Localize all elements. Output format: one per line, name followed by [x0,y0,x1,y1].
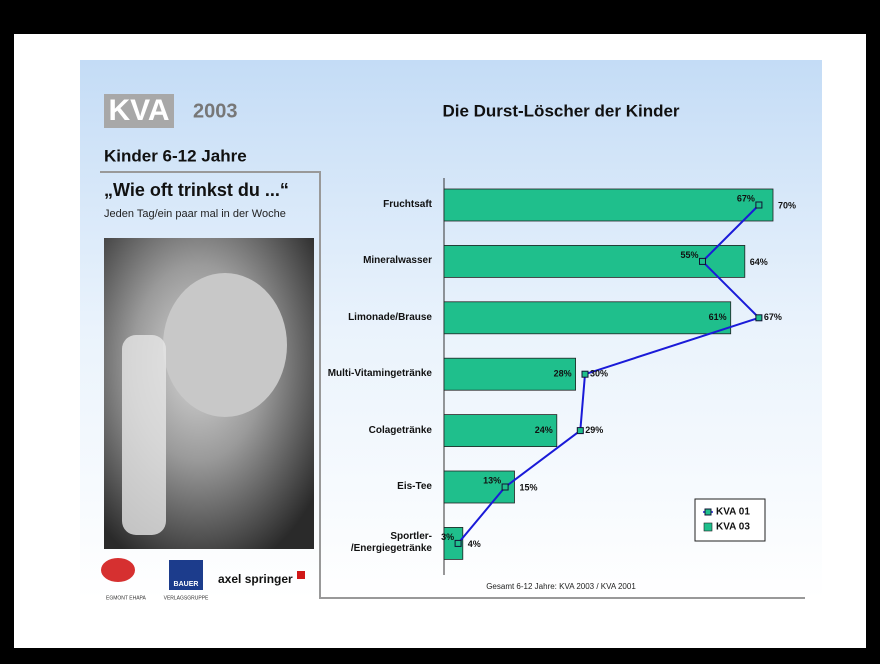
question: „Wie oft trinkst du ...“ [104,180,289,200]
frame-line [100,171,805,599]
logo-box [104,94,174,128]
legend-box [694,498,766,542]
logo-bauer-text: BAUER [174,581,199,588]
bar [443,527,464,560]
category-label: Limonade/Brause [348,311,432,323]
line-marker [501,483,509,491]
legend-label: KVA 03 [716,522,750,533]
year: 2003 [193,100,238,122]
bar-label: 24% [535,425,553,435]
bar [443,188,774,222]
logo-bauer-sub: VERLAGSGRUPPE [164,595,209,601]
bar [443,414,558,448]
logo-egmont-text: EGMONT EHAPA [106,595,146,601]
bar-label: 28% [554,369,572,379]
line-label: 13% [483,475,501,485]
question-note: Jeden Tag/ein paar mal in der Woche [104,208,286,220]
logo-bauer [169,560,203,590]
line-marker [576,427,584,435]
line-marker [581,370,589,378]
line-label: 67% [737,193,755,203]
bar [443,301,732,335]
chart-title: Die Durst-Löscher der Kinder [442,101,679,120]
category-label: Multi-Vitamingetränke [327,368,432,380]
category-label: Fruchtsaft [383,199,432,210]
bar [443,357,577,391]
category-label: Sportler- /Energiegetränke [350,531,432,555]
line-label: 30% [590,369,608,379]
bar-label: 15% [520,482,538,492]
line-marker [755,201,763,209]
legend-marker [704,508,712,516]
logo-egmont [101,558,135,582]
legend-label: KVA 01 [716,507,750,518]
category-label: Eis-Tee [397,481,432,492]
line-marker [699,257,706,265]
photo-face [163,273,287,417]
subtitle: Kinder 6-12 Jahre [104,146,247,165]
chart-note: Gesamt 6-12 Jahre: KVA 2003 / KVA 2001 [486,582,636,591]
logo-springer-mark [297,571,305,579]
category-label: Mineralwasser [363,255,432,267]
bar-label: 61% [709,312,727,322]
logo-springer: axel springer [218,572,293,586]
line-marker [454,539,462,547]
logo: KVA [108,94,169,127]
bar-label: 4% [468,539,481,549]
photo-bottle [122,335,166,535]
line-label: 55% [680,250,698,260]
line-marker [755,314,763,322]
bar-label: 64% [750,257,768,267]
legend-swatch [703,522,713,532]
line-label: 3% [441,532,454,542]
category-label: Colagetränke [368,424,432,436]
line-label: 67% [764,312,782,322]
bar [443,244,746,278]
bar-label: 70% [778,200,796,210]
line-label: 29% [585,425,603,435]
